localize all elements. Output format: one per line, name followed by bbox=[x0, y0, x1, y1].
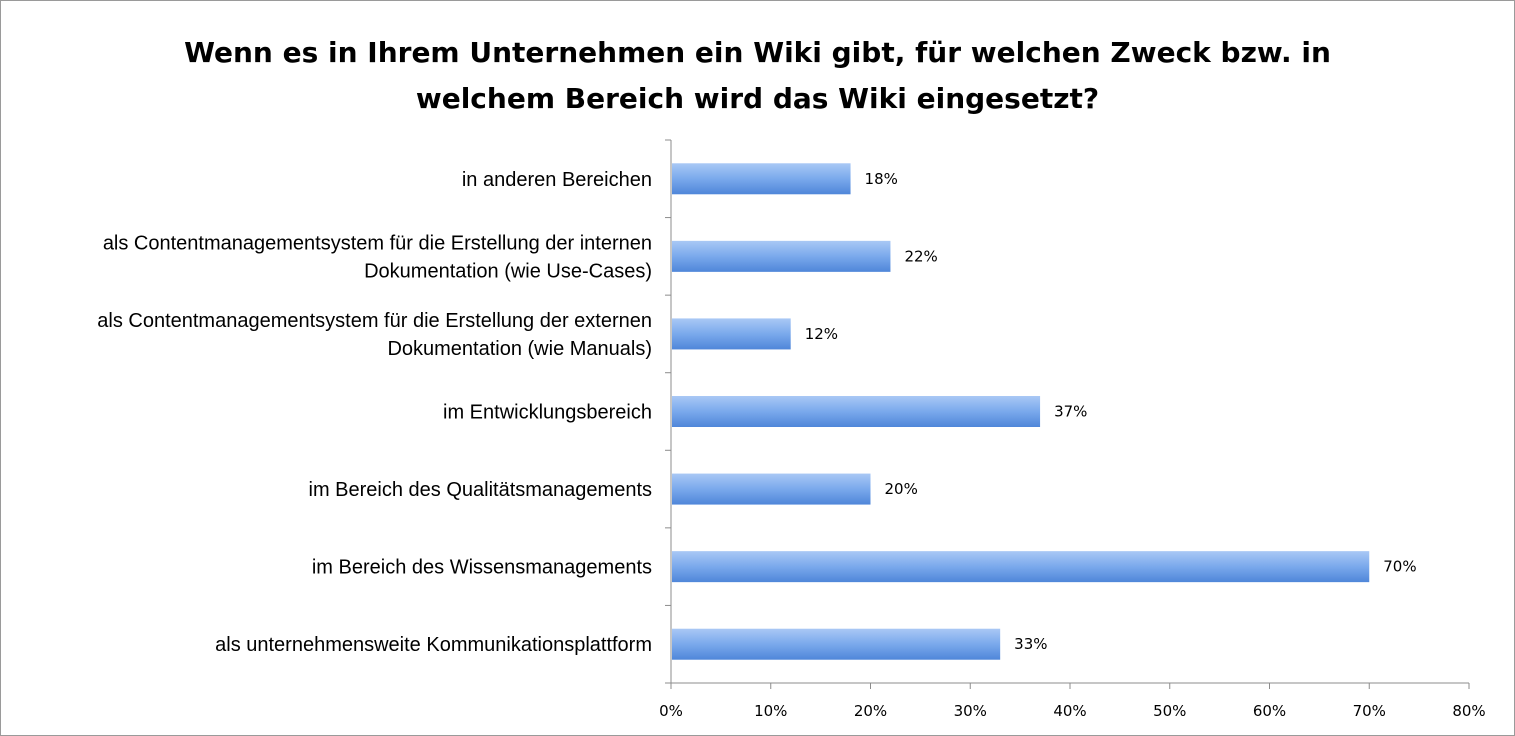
x-tick-label: 20% bbox=[854, 702, 887, 720]
labels: 18% in anderen Bereichen 22% als Contentman… bbox=[97, 169, 1416, 656]
chart-title-line-1: Wenn es in Ihrem Unternehmen ein Wiki gi… bbox=[184, 36, 1331, 69]
value-label: 22% bbox=[904, 247, 937, 265]
axes: 0% 10% 20% 30% 40% 50% 60% 70% 80% bbox=[659, 139, 1486, 720]
bar bbox=[672, 473, 871, 505]
bar bbox=[672, 628, 1001, 660]
x-tick-label: 30% bbox=[954, 702, 987, 720]
category-label-line: als Contentmanagementsystem für die Erst… bbox=[103, 232, 652, 254]
category-label-line: Dokumentation (wie Manuals) bbox=[387, 338, 652, 360]
value-label: 18% bbox=[865, 170, 898, 188]
x-tick-label: 60% bbox=[1253, 702, 1286, 720]
category-label-line: als Contentmanagementsystem für die Erst… bbox=[97, 310, 652, 332]
value-label: 70% bbox=[1383, 558, 1416, 576]
x-tick-label: 70% bbox=[1353, 702, 1386, 720]
chart-title-line-2: welchem Bereich wird das Wiki eingesetzt… bbox=[415, 82, 1100, 115]
category-label: im Entwicklungsbereich bbox=[443, 402, 652, 424]
x-tick-label: 10% bbox=[754, 702, 787, 720]
category-label-line: im Bereich des Qualitätsmanagements bbox=[309, 479, 653, 501]
category-label: als unternehmensweite Kommunikationsplat… bbox=[215, 634, 652, 656]
x-tick-label: 40% bbox=[1053, 702, 1086, 720]
category-label: als Contentmanagementsystem für die Erst… bbox=[103, 232, 652, 282]
value-label: 20% bbox=[885, 480, 918, 498]
category-label-line: als unternehmensweite Kommunikationsplat… bbox=[215, 634, 652, 656]
chart-title: Wenn es in Ihrem Unternehmen ein Wiki gi… bbox=[0, 30, 1515, 122]
category-label: als Contentmanagementsystem für die Erst… bbox=[97, 310, 652, 360]
category-label-line: im Entwicklungsbereich bbox=[443, 402, 652, 424]
value-label: 12% bbox=[805, 325, 838, 343]
category-label-line: Dokumentation (wie Use-Cases) bbox=[364, 260, 652, 282]
x-tick-label: 50% bbox=[1153, 702, 1186, 720]
value-label: 37% bbox=[1054, 403, 1087, 421]
bar bbox=[672, 396, 1041, 427]
category-label: im Bereich des Wissensmanagements bbox=[312, 557, 652, 579]
bar bbox=[672, 318, 791, 350]
bar bbox=[672, 551, 1370, 583]
bar bbox=[672, 240, 891, 272]
category-label-line: im Bereich des Wissensmanagements bbox=[312, 557, 652, 579]
bars bbox=[672, 163, 1370, 660]
category-label: in anderen Bereichen bbox=[462, 169, 652, 191]
bar bbox=[672, 163, 851, 195]
value-label: 33% bbox=[1014, 635, 1047, 653]
category-label-line: in anderen Bereichen bbox=[462, 169, 652, 191]
category-label: im Bereich des Qualitätsmanagements bbox=[309, 479, 653, 501]
x-tick-label: 80% bbox=[1452, 702, 1485, 720]
x-tick-label: 0% bbox=[659, 702, 683, 720]
